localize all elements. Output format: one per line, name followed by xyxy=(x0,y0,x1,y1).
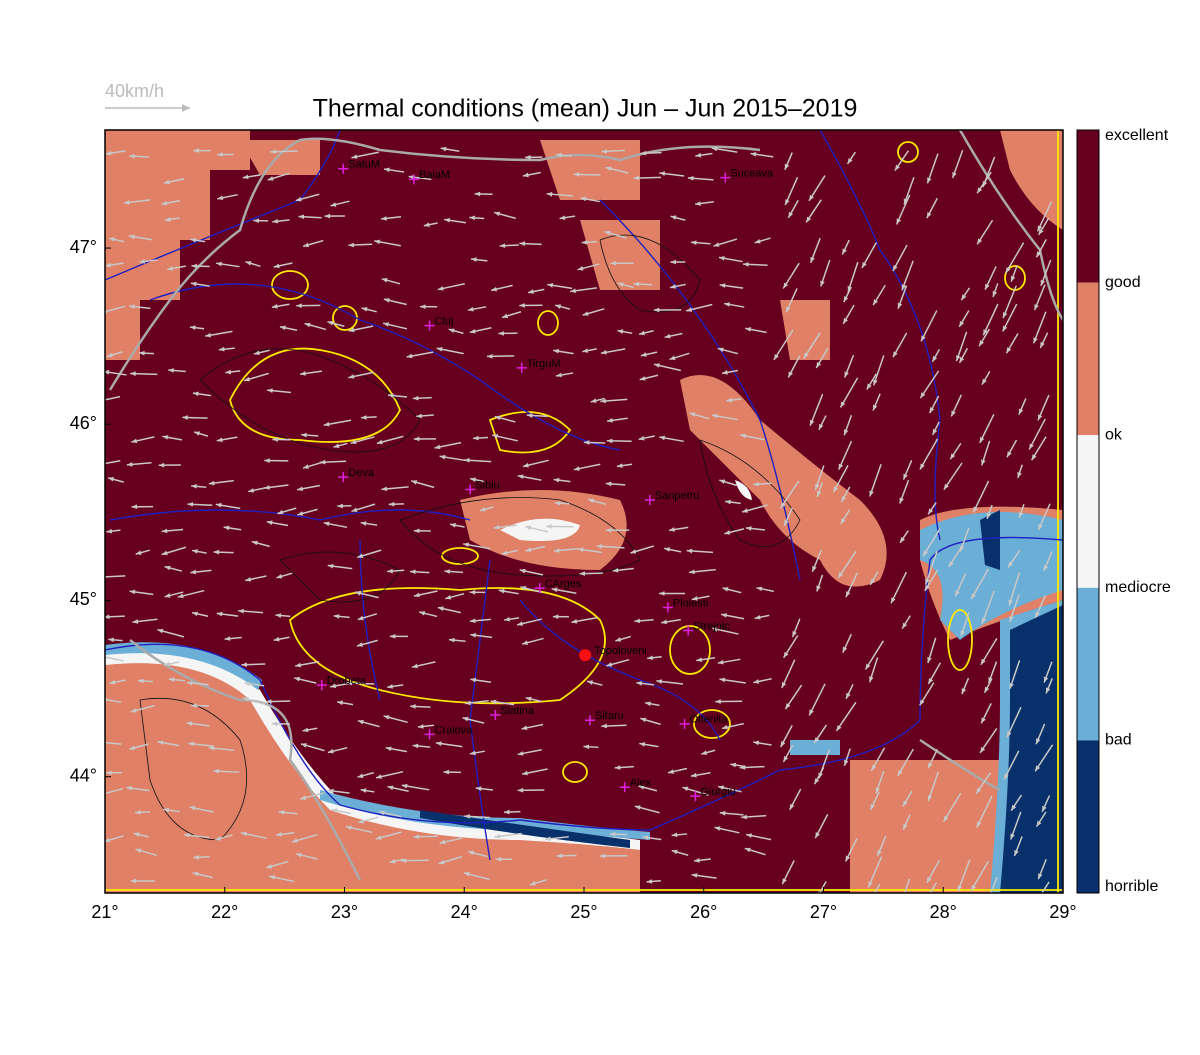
city-label: Oltenita xyxy=(690,714,729,726)
city-label: Sanpetru xyxy=(655,490,700,502)
wind-head xyxy=(985,902,989,908)
city-label: TirguM xyxy=(527,358,561,370)
wind-head xyxy=(866,902,871,908)
y-tick-label: 44° xyxy=(70,765,97,785)
city-label: Craiova xyxy=(435,724,474,736)
y-tick-label: 46° xyxy=(70,413,97,433)
city-label: Cluj xyxy=(435,316,454,328)
city-label: Giurgiu xyxy=(700,786,735,798)
colorbar-label: ok xyxy=(1105,426,1123,443)
colorbar-segment xyxy=(1077,740,1099,893)
colorbar-segment xyxy=(1077,283,1099,436)
city-label: Ploiesti xyxy=(673,597,708,609)
colorbar-label: mediocre xyxy=(1105,579,1171,596)
site-label: Topoloveni xyxy=(594,645,647,657)
wind-scale-head xyxy=(182,104,190,112)
wind-scale-label: 40km/h xyxy=(105,81,164,101)
colorbar-segment xyxy=(1077,130,1099,283)
colorbar-segment xyxy=(1077,588,1099,741)
city-label: Strejnic xyxy=(693,620,730,632)
wind-head xyxy=(97,792,103,796)
city-label: Sitaru xyxy=(595,710,624,722)
x-tick-label: 29° xyxy=(1049,902,1076,922)
x-tick-label: 23° xyxy=(331,902,358,922)
city-label: Sibiu xyxy=(475,479,499,491)
city-label: Suceava xyxy=(730,167,774,179)
x-tick-label: 28° xyxy=(930,902,957,922)
x-tick-label: 25° xyxy=(570,902,597,922)
city-label: Alex xyxy=(630,777,652,789)
y-tick-label: 45° xyxy=(70,589,97,609)
x-tick-label: 24° xyxy=(451,902,478,922)
x-tick-label: 22° xyxy=(211,902,238,922)
city-label: Slatina xyxy=(500,705,535,717)
site-marker xyxy=(579,649,591,661)
y-tick-label: 47° xyxy=(70,237,97,257)
city-label: Drobeta xyxy=(327,675,367,687)
colorbar-label: good xyxy=(1105,274,1141,291)
wind-head xyxy=(899,902,903,908)
city-label: CArges xyxy=(545,578,582,590)
wind-head xyxy=(926,893,931,899)
colorbar-segment xyxy=(1077,435,1099,588)
chart-title: Thermal conditions (mean) Jun – Jun 2015… xyxy=(313,95,858,123)
x-tick-label: 21° xyxy=(91,902,118,922)
x-tick-label: 26° xyxy=(690,902,717,922)
city-label: Deva xyxy=(348,467,375,479)
city-label: SatuM xyxy=(348,159,380,171)
colorbar-label: horrible xyxy=(1105,878,1158,895)
wind-head xyxy=(98,654,104,659)
colorbar-label: excellent xyxy=(1105,127,1169,144)
colorbar-label: bad xyxy=(1105,732,1132,749)
x-tick-label: 27° xyxy=(810,902,837,922)
map-area xyxy=(97,130,1063,908)
city-label: BaiaM xyxy=(419,169,450,181)
